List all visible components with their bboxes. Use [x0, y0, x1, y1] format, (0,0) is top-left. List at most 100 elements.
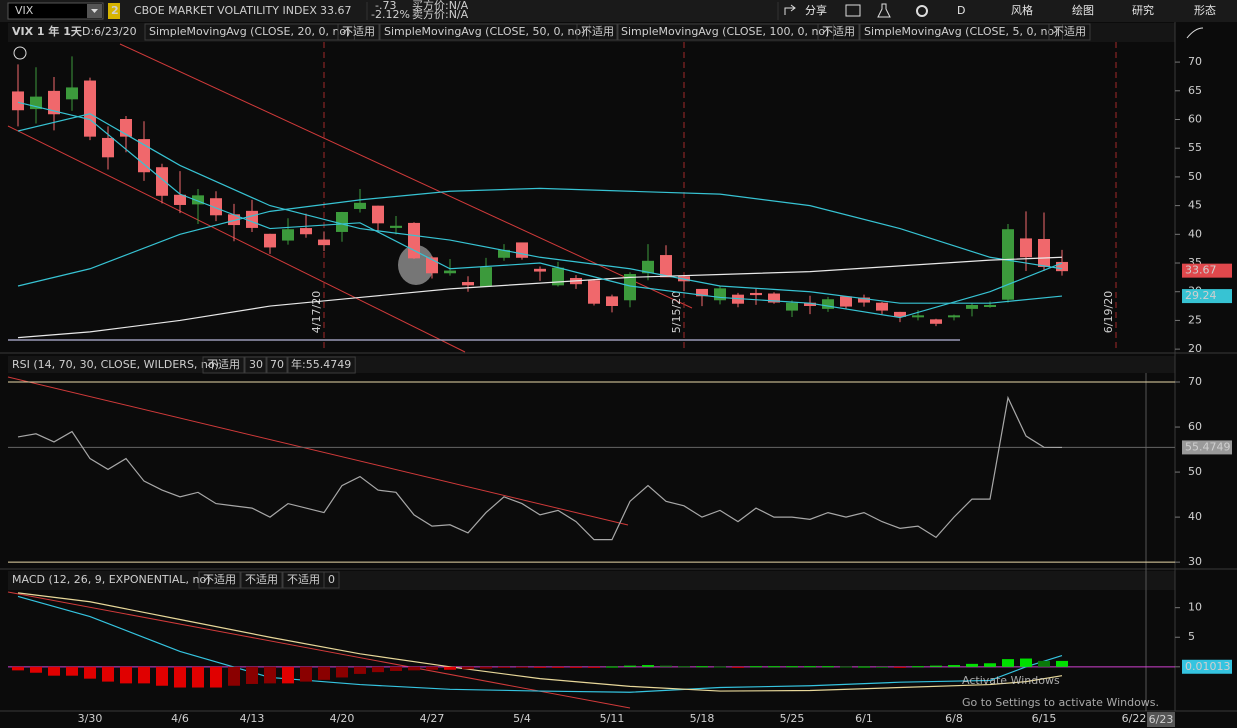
candle-body — [408, 222, 420, 259]
toolbar-button[interactable]: 分享 — [805, 3, 827, 17]
button-label[interactable]: 风格 — [1011, 3, 1033, 17]
histogram-bar — [336, 666, 348, 678]
bid: 买方价:N/A — [412, 0, 469, 12]
study-status: 不适用 — [342, 25, 375, 38]
study-name-box — [859, 23, 1063, 41]
histogram-bar — [642, 665, 654, 667]
series-value-tag: 29.24 — [1185, 289, 1217, 302]
x-tick-label: 4/27 — [420, 712, 445, 725]
x-tick-label: 5/25 — [780, 712, 805, 725]
candle-body — [534, 268, 546, 272]
candle-body — [354, 202, 366, 209]
last-price: 33.67 — [320, 4, 352, 17]
histogram-bar — [714, 666, 726, 668]
chart-bg — [0, 22, 1237, 728]
candle-body — [912, 315, 924, 318]
histogram-bar — [840, 666, 852, 668]
study-status: 不适用 — [245, 573, 278, 586]
readout: 年:55.4749 — [291, 357, 351, 371]
candle-body — [30, 96, 42, 110]
y-tick-label: 10 — [1188, 601, 1202, 614]
panel-date: D:6/23/20 — [82, 25, 137, 38]
watermark-title: Activate Windows — [962, 674, 1060, 687]
trendline — [7, 125, 466, 353]
moving-average — [17, 187, 1063, 287]
study-name: SimpleMovingAvg (CLOSE, 100, 0, no) — [621, 25, 829, 38]
histogram-bar — [354, 666, 366, 674]
icon-gear[interactable] — [916, 5, 928, 17]
macd-line — [17, 595, 1063, 693]
oversold-param: 30 — [249, 358, 263, 371]
histogram-bar — [534, 666, 546, 668]
study-status-box — [817, 23, 860, 41]
macd-line — [17, 592, 1063, 692]
button-label[interactable]: 绘图 — [1072, 3, 1094, 17]
candle-body — [768, 293, 780, 303]
x-tick-label: 4/6 — [171, 712, 189, 725]
candle-body — [966, 305, 978, 309]
icon-calendar[interactable] — [845, 4, 861, 17]
histogram-bar — [192, 666, 204, 688]
histogram-bar — [588, 666, 600, 668]
histogram-bar — [1002, 659, 1014, 667]
toolbar-button[interactable]: 绘图 — [1072, 3, 1094, 17]
candle-body — [282, 229, 294, 241]
histogram-bar — [102, 666, 114, 682]
button-label[interactable]: 形态 — [1194, 4, 1216, 17]
candle-body — [1056, 261, 1068, 272]
study-status: 不适用 — [581, 25, 614, 38]
candle-body — [1002, 229, 1014, 300]
candle-body — [156, 167, 168, 196]
symbol-box[interactable] — [7, 2, 104, 20]
overbought-param-box — [265, 356, 289, 374]
y-tick-label: 55 — [1188, 141, 1202, 154]
study-status-box — [198, 571, 241, 589]
series-value-tag-box — [1182, 289, 1232, 304]
candle-body — [192, 195, 204, 205]
histogram-bar — [912, 666, 924, 668]
readout-box — [286, 356, 356, 374]
zero-param: 0 — [328, 573, 335, 586]
toolbar-bg — [0, 0, 1237, 22]
toolbar-button[interactable]: 研究 — [1132, 3, 1154, 17]
histogram-bar — [624, 665, 636, 667]
study-name-box — [616, 23, 834, 41]
y-tick-label: 40 — [1188, 510, 1202, 523]
button-label[interactable]: D — [957, 4, 965, 17]
candle-body — [714, 288, 726, 301]
candle-body — [606, 296, 618, 306]
alert-icon[interactable] — [13, 46, 27, 60]
candle-body — [372, 205, 384, 224]
histogram-bar — [282, 666, 294, 684]
moving-average — [17, 113, 1063, 304]
button-label[interactable]: 分享 — [805, 3, 827, 17]
macd-value-tag-box — [1182, 659, 1232, 674]
x-tick-label: 6/15 — [1032, 712, 1057, 725]
event-label: 6/19/20 — [1102, 291, 1115, 333]
current-date: 6/23 — [1149, 713, 1174, 726]
oversold-param-box — [244, 356, 268, 374]
histogram-bar — [12, 666, 24, 671]
last-price-tag-box — [1182, 263, 1232, 278]
histogram-bar — [858, 666, 870, 668]
zoom-icon[interactable] — [1186, 27, 1204, 39]
histogram-bar — [300, 666, 312, 682]
button-label[interactable]: 研究 — [1132, 3, 1154, 17]
price-header-bg — [8, 23, 1175, 42]
candle-body — [336, 212, 348, 232]
rsi-header-bg — [8, 356, 1175, 373]
link-group-box[interactable] — [108, 3, 120, 19]
toolbar-button[interactable]: 形态 — [1194, 4, 1216, 17]
histogram-bar — [372, 666, 384, 673]
histogram-bar — [426, 666, 438, 670]
toolbar-button[interactable]: D — [957, 4, 965, 17]
candle-body — [786, 302, 798, 311]
candle-body — [750, 292, 762, 296]
histogram-bar — [390, 666, 402, 671]
toolbar-button[interactable]: 风格 — [1011, 3, 1033, 17]
candle-body — [264, 233, 276, 248]
x-tick-label: 4/20 — [330, 712, 355, 725]
x-tick-label: 6/22 — [1122, 712, 1147, 725]
icon-flask[interactable] — [877, 3, 891, 18]
study-status-box — [337, 23, 380, 41]
